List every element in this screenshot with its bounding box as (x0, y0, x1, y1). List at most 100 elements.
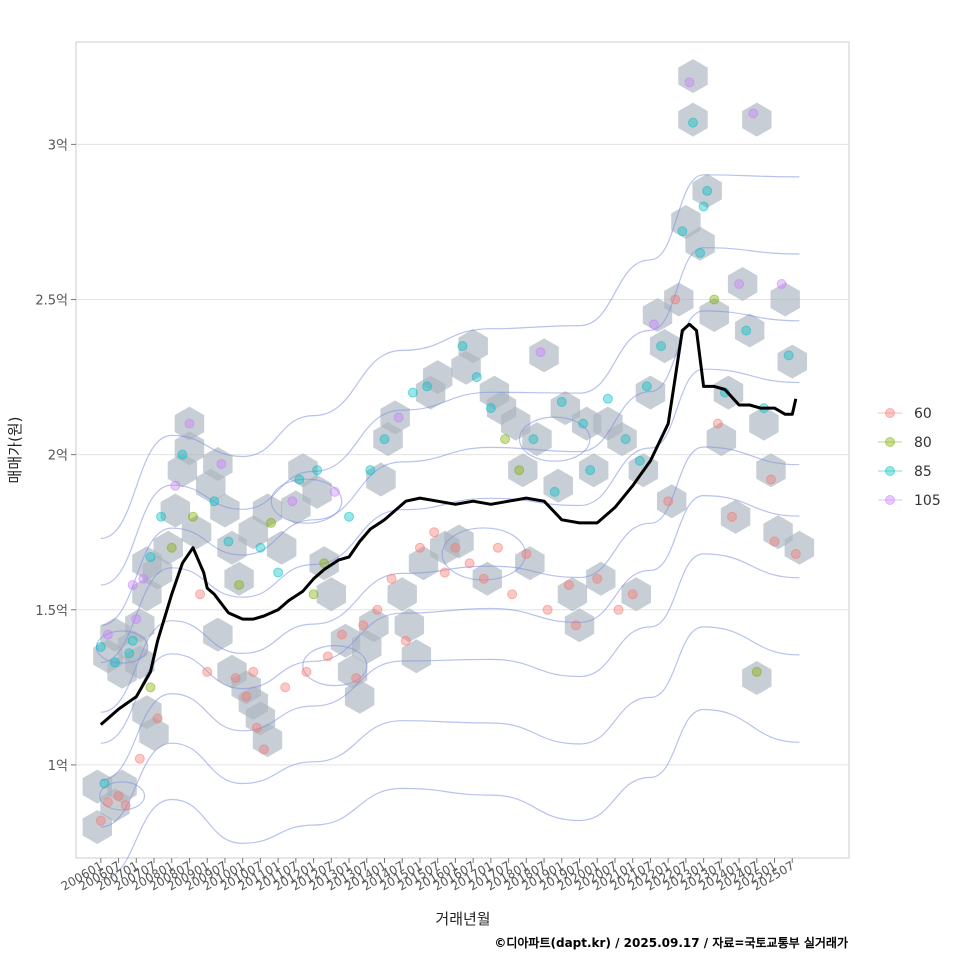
hexbin-cell (252, 493, 283, 528)
hexbin-cell (288, 453, 318, 488)
scatter-point (570, 620, 581, 631)
contour-line (100, 247, 800, 586)
contour-ring (270, 478, 343, 524)
scatter-point (734, 279, 745, 290)
hexbin-cell (210, 493, 240, 528)
hexbin-cell (423, 360, 453, 395)
scatter-point (312, 465, 323, 476)
scatter-points (95, 77, 801, 826)
hexbin-cell (107, 769, 137, 804)
hexbin-cell (579, 453, 609, 488)
scatter-point (712, 418, 723, 429)
scatter-point (464, 558, 475, 569)
scatter-point (138, 573, 149, 584)
scatter-point (521, 548, 532, 559)
contour-line (100, 310, 800, 626)
hexbin-cell (153, 530, 183, 565)
scatter-point (485, 403, 496, 414)
legend-label: 60 (914, 406, 932, 422)
hexbin-cell (621, 577, 651, 612)
hexbin-cell (657, 484, 687, 519)
hexbin-cell (522, 422, 552, 457)
scatter-point (195, 589, 206, 600)
scatter-point (457, 341, 468, 352)
scatter-point (687, 117, 698, 128)
contour-ring (518, 416, 591, 462)
scatter-point (294, 474, 305, 485)
scatter-point (414, 542, 425, 553)
median-line (99, 322, 798, 726)
hexbin-cell (401, 639, 432, 674)
hexbin-cell (756, 453, 786, 488)
scatter-point (602, 393, 613, 404)
scatter-point (439, 567, 450, 578)
scatter-point (677, 226, 688, 237)
hexbin-cell (649, 329, 680, 364)
hexbin-cell (607, 422, 637, 457)
scatter-point (113, 790, 124, 801)
y-tick-label: 3억 (48, 138, 68, 153)
contour-line (100, 446, 800, 713)
scatter-point (216, 458, 227, 469)
scatter-point (131, 614, 142, 625)
hexbin-cell (472, 561, 502, 596)
scatter-point (542, 604, 553, 615)
scatter-point (152, 713, 163, 724)
scatter-point (134, 753, 145, 764)
scatter-point (124, 648, 135, 659)
scatter-point (726, 511, 737, 522)
scatter-point (648, 319, 659, 330)
hexbin-cell (160, 493, 190, 528)
hexbin-cell (380, 400, 410, 435)
hexbin-cell (224, 561, 254, 596)
legend-label: 85 (914, 464, 932, 480)
scatter-point (258, 744, 269, 755)
caption: ©디아파트(dapt.kr) / 2025.09.17 / 자료=국토교통부 실… (494, 935, 848, 950)
scatter-point (145, 552, 156, 563)
scatter-point (365, 465, 376, 476)
scatter-point (592, 573, 603, 584)
hexbin-cell (742, 661, 772, 695)
hexbin-cell (359, 608, 389, 643)
median-line-layer (99, 322, 798, 726)
hexbin-cell (366, 462, 396, 497)
hexbin-cell (685, 226, 715, 261)
scatter-point (656, 341, 667, 352)
y-axis: 1억 1.5억 2억 2.5억 3억 (35, 138, 76, 774)
hexbin-cell (749, 406, 779, 441)
scatter-point (741, 325, 752, 336)
scatter-point (177, 449, 188, 460)
scatter-point (578, 418, 589, 429)
scatter-point (641, 381, 652, 392)
scatter-point (95, 642, 106, 653)
scatter-point (251, 722, 262, 733)
scatter-point (120, 800, 131, 811)
contour-ring (302, 645, 368, 687)
hexbin-cell (586, 561, 616, 596)
scatter-point (127, 579, 138, 590)
x-axis: 2006012006072007012007072008012008072009… (59, 858, 797, 894)
scatter-point (301, 666, 312, 677)
scatter-point (634, 455, 645, 466)
hexbin-cell (203, 447, 233, 481)
scatter-point (102, 797, 113, 808)
scatter-point (563, 579, 574, 590)
scatter-point (514, 465, 525, 476)
legend-key-point (885, 437, 895, 447)
hexbin-cell (266, 530, 297, 565)
hexbin-cell (316, 577, 346, 612)
scatter-point (102, 629, 113, 640)
legend: 60 80 85 105 (878, 406, 941, 509)
scatter-point (663, 496, 674, 507)
hexbin-cell (692, 173, 722, 208)
scatter-point (379, 434, 390, 445)
scatter-point (670, 294, 681, 305)
scatter-point (613, 604, 624, 615)
hexbin-cell (508, 453, 538, 488)
scatter-point (351, 673, 362, 684)
scatter-point (627, 589, 638, 600)
scatter-point (255, 542, 266, 553)
scatter-point (230, 673, 241, 684)
y-tick-label: 1억 (48, 759, 68, 774)
scatter-point (329, 486, 340, 497)
